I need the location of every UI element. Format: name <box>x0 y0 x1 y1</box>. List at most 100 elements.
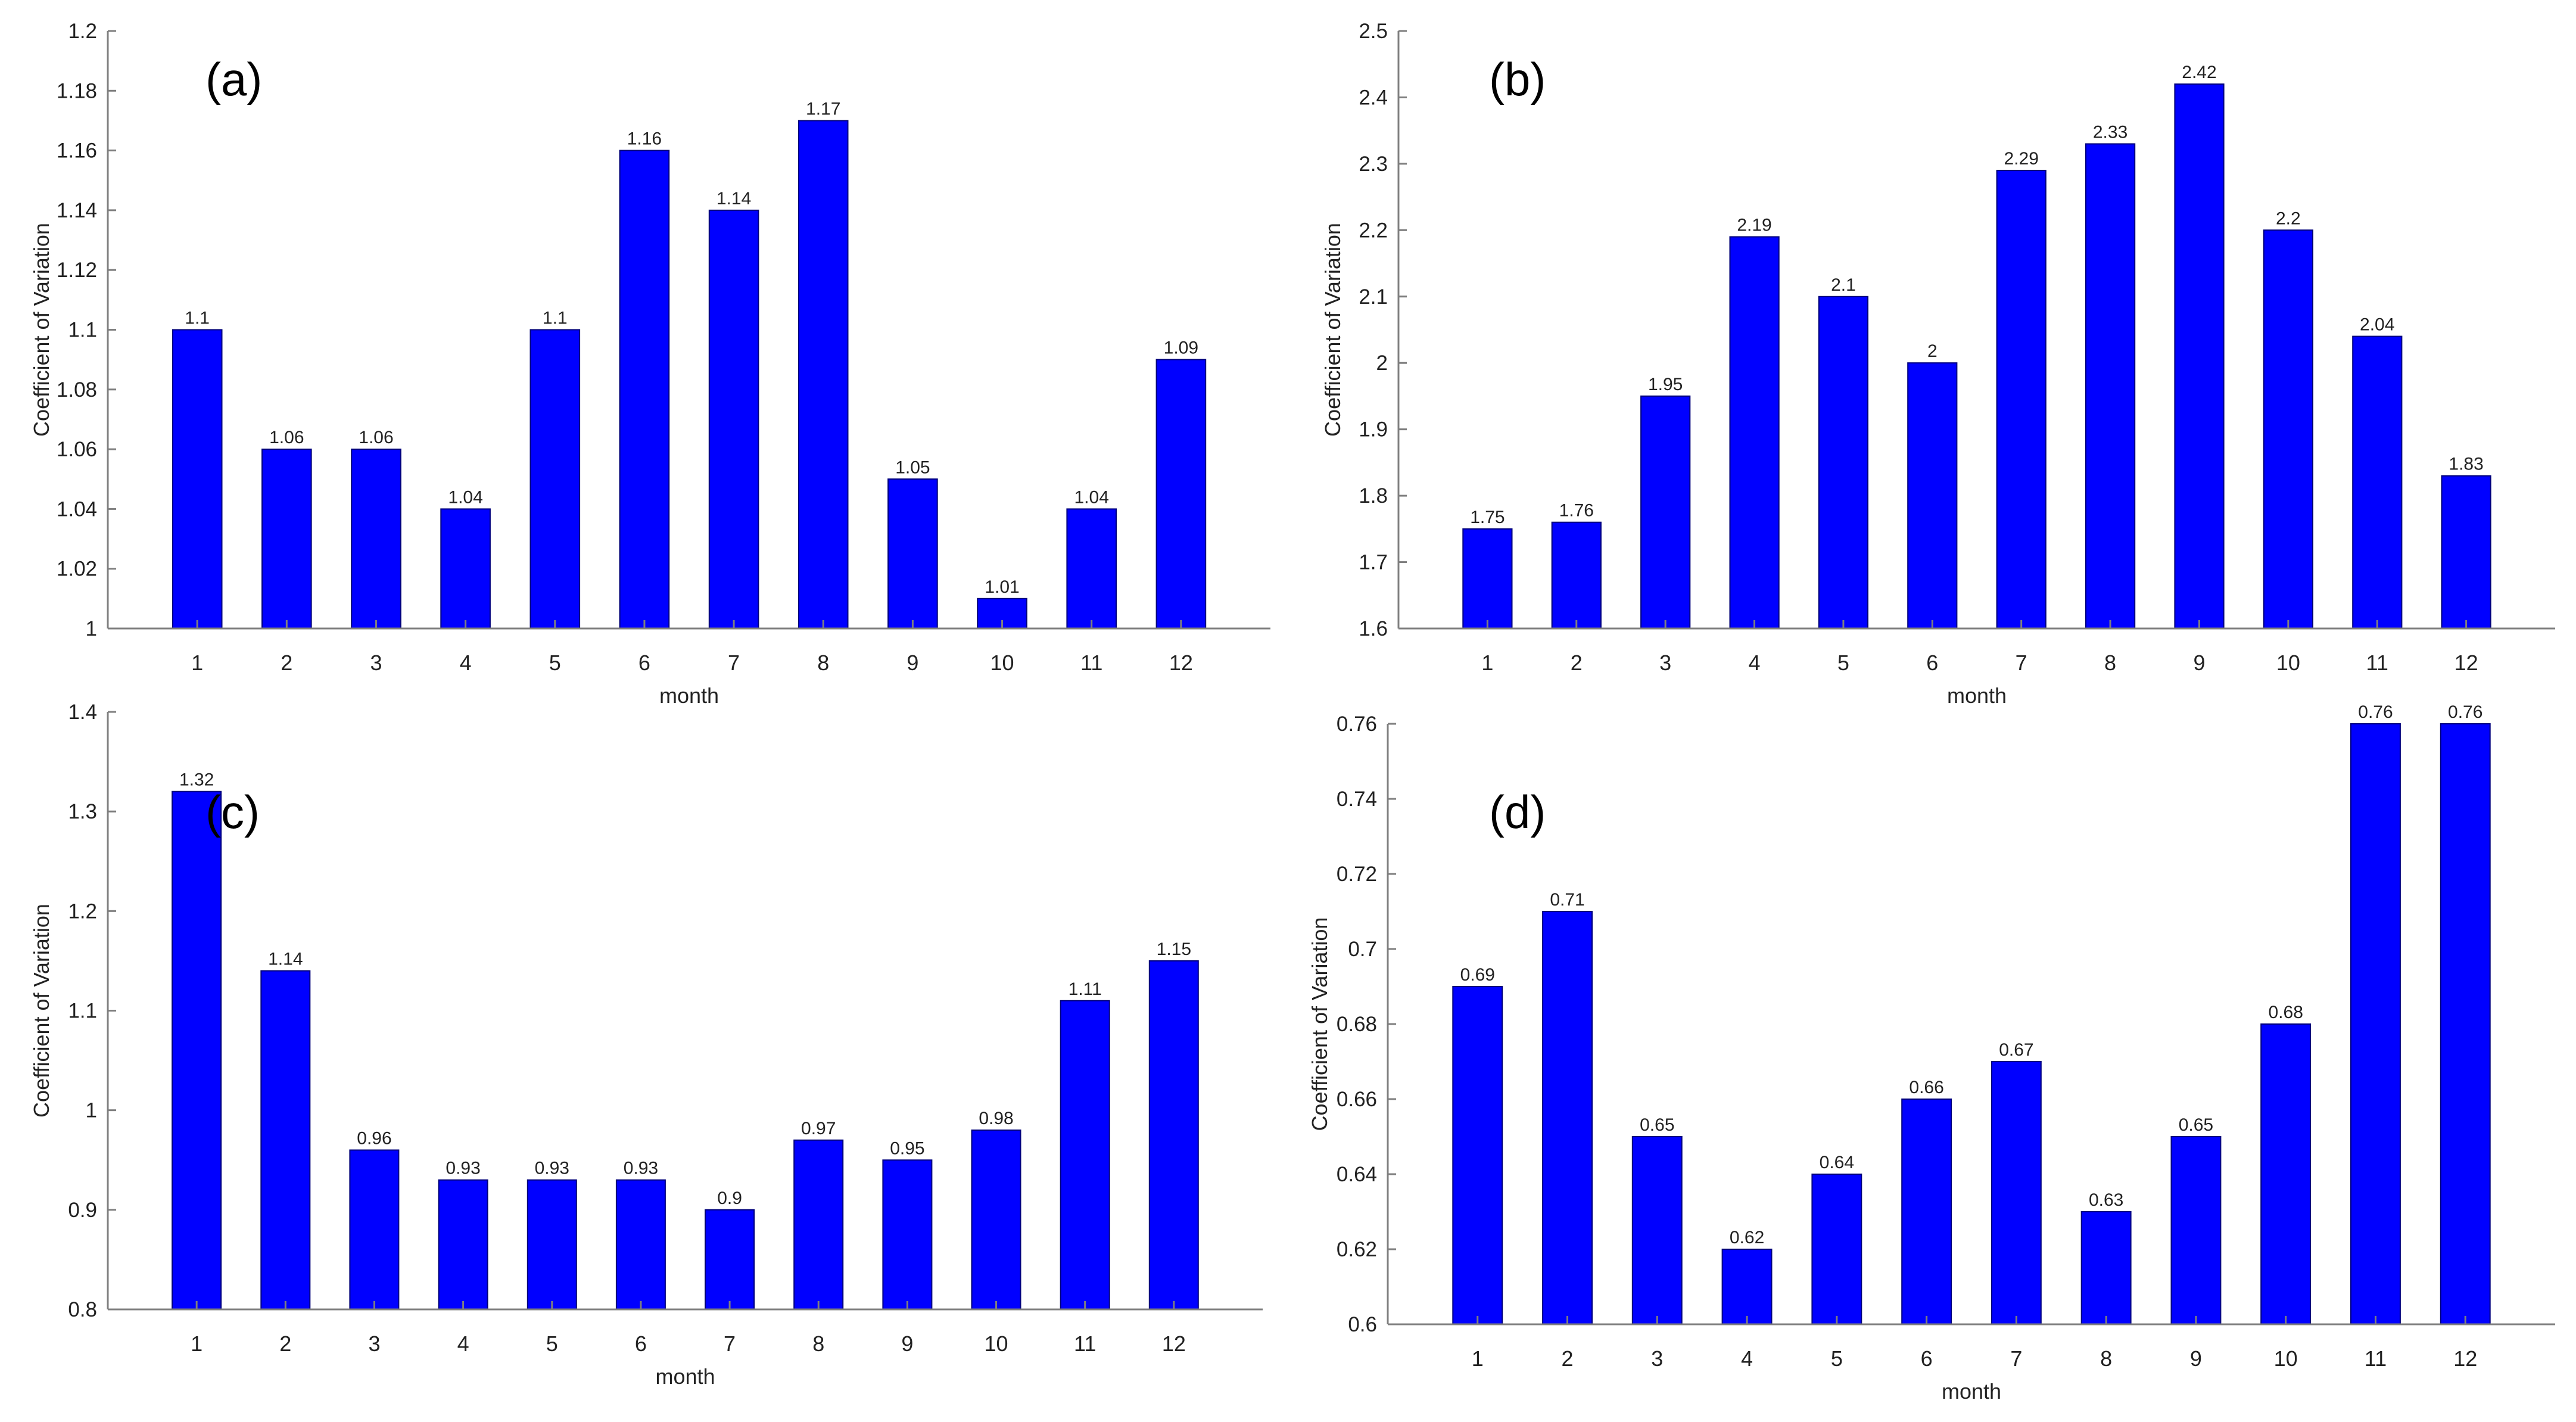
x-tick-label: 4 <box>1741 1346 1753 1371</box>
x-tick-label: 11 <box>2366 651 2388 675</box>
bar <box>172 791 222 1310</box>
x-axis-label: month <box>1947 683 2007 708</box>
bar <box>1729 236 1780 629</box>
bar <box>619 150 670 630</box>
data-label: 0.98 <box>979 1109 1013 1128</box>
bar <box>2352 335 2403 629</box>
x-tick-label: 11 <box>2365 1346 2387 1371</box>
data-label: 1.11 <box>1069 979 1102 999</box>
y-tick-label: 0.6 <box>1348 1313 1377 1336</box>
panel-label: (a) <box>205 53 262 105</box>
y-tick-label: 0.68 <box>1337 1013 1377 1036</box>
bar <box>529 329 581 629</box>
x-tick-label: 7 <box>2010 1346 2022 1371</box>
x-tick-label: 12 <box>2454 651 2478 675</box>
y-tick-label: 2.2 <box>1359 219 1388 242</box>
x-tick-label: 8 <box>817 651 829 675</box>
x-tick-label: 3 <box>370 651 382 675</box>
data-label: 0.97 <box>801 1119 836 1138</box>
x-tick-label: 9 <box>901 1331 913 1356</box>
chart-panel-2: 1.61.71.81.922.12.22.32.42.51 2 3 4 5 6 7 8 9 10 1… <box>1320 20 2555 708</box>
bar <box>2080 1211 2132 1325</box>
x-tick-label: 6 <box>1926 651 1938 675</box>
bar <box>1060 1000 1110 1311</box>
data-label: 1.1 <box>185 309 210 328</box>
data-label: 0.68 <box>2268 1003 2303 1022</box>
y-tick-label: 0.66 <box>1337 1088 1377 1111</box>
data-label: 0.93 <box>535 1159 569 1178</box>
data-label: 0.9 <box>717 1188 742 1208</box>
bar <box>261 449 312 629</box>
bar <box>1542 911 1593 1325</box>
data-label: 0.71 <box>1550 890 1584 910</box>
bar <box>887 478 938 630</box>
x-tick-label: 5 <box>546 1331 558 1356</box>
data-label: 0.63 <box>2089 1190 2123 1210</box>
x-tick-label: 6 <box>635 1331 647 1356</box>
y-axis-label: Coefficient of Variation <box>29 223 54 437</box>
data-label: 2.04 <box>2360 315 2394 335</box>
data-label: 1.14 <box>717 189 751 209</box>
x-tick-label: 5 <box>1837 651 1849 675</box>
y-tick-label: 1.1 <box>68 1000 97 1023</box>
chart-panel-1: 11.021.041.061.081.11.121.141.161.181.21… <box>29 20 1270 708</box>
data-label: 1.06 <box>269 428 304 447</box>
y-tick-label: 1.02 <box>57 558 97 581</box>
y-tick-label: 1.12 <box>57 259 97 282</box>
bar <box>2170 1136 2222 1325</box>
data-label: 1.04 <box>448 487 482 507</box>
x-tick-label: 4 <box>457 1331 469 1356</box>
x-tick-label: 2 <box>1571 651 1583 675</box>
data-label: 0.64 <box>1820 1153 1854 1172</box>
x-tick-label: 1 <box>1472 1346 1484 1371</box>
x-tick-label: 9 <box>2193 651 2205 675</box>
y-tick-label: 1.14 <box>57 199 97 222</box>
x-tick-label: 2 <box>1562 1346 1574 1371</box>
data-label: 1.06 <box>359 428 393 447</box>
bar <box>798 120 849 629</box>
x-tick-label: 12 <box>2453 1346 2477 1371</box>
x-tick-label: 7 <box>728 651 740 675</box>
panel-label: (c) <box>205 786 260 838</box>
data-label: 2.19 <box>1737 215 1771 235</box>
y-tick-label: 1.3 <box>68 800 97 823</box>
bar <box>971 1129 1021 1310</box>
y-tick-label: 2 <box>1376 351 1388 375</box>
x-tick-label: 8 <box>2100 1346 2112 1371</box>
bar <box>2174 83 2225 629</box>
data-label: 2 <box>1927 341 1938 361</box>
bar <box>2441 475 2491 629</box>
data-label: 0.65 <box>1640 1115 1674 1135</box>
panel-label: (d) <box>1489 786 1546 838</box>
x-tick-label: 2 <box>281 651 292 675</box>
data-label: 0.96 <box>357 1129 391 1149</box>
y-tick-label: 1.06 <box>57 438 97 461</box>
x-tick-label: 10 <box>2274 1346 2298 1371</box>
bar <box>1066 508 1117 630</box>
x-tick-label: 10 <box>985 1331 1008 1356</box>
x-tick-label: 9 <box>907 651 918 675</box>
data-label: 1.75 <box>1470 508 1505 527</box>
data-label: 0.67 <box>1999 1040 2033 1060</box>
x-axis-label: month <box>655 1364 715 1389</box>
x-tick-label: 7 <box>724 1331 736 1356</box>
bar <box>1818 295 1869 629</box>
data-label: 1.09 <box>1164 338 1198 358</box>
bar <box>2350 723 2401 1325</box>
data-label: 0.69 <box>1460 965 1495 985</box>
data-label: 1.76 <box>1559 501 1594 521</box>
y-tick-label: 1.9 <box>1359 418 1388 441</box>
data-label: 1.14 <box>268 950 303 969</box>
bar <box>1901 1099 1952 1325</box>
bar <box>1907 362 1958 629</box>
x-tick-label: 2 <box>279 1331 291 1356</box>
x-tick-label: 6 <box>1921 1346 1933 1371</box>
data-label: 2.29 <box>2004 149 2038 169</box>
x-tick-label: 11 <box>1074 1331 1096 1356</box>
data-label: 2.42 <box>2182 63 2216 82</box>
x-axis-label: month <box>1942 1379 2001 1404</box>
x-tick-label: 1 <box>1481 651 1493 675</box>
y-tick-label: 0.72 <box>1337 863 1377 886</box>
data-label: 0.65 <box>2179 1115 2213 1135</box>
